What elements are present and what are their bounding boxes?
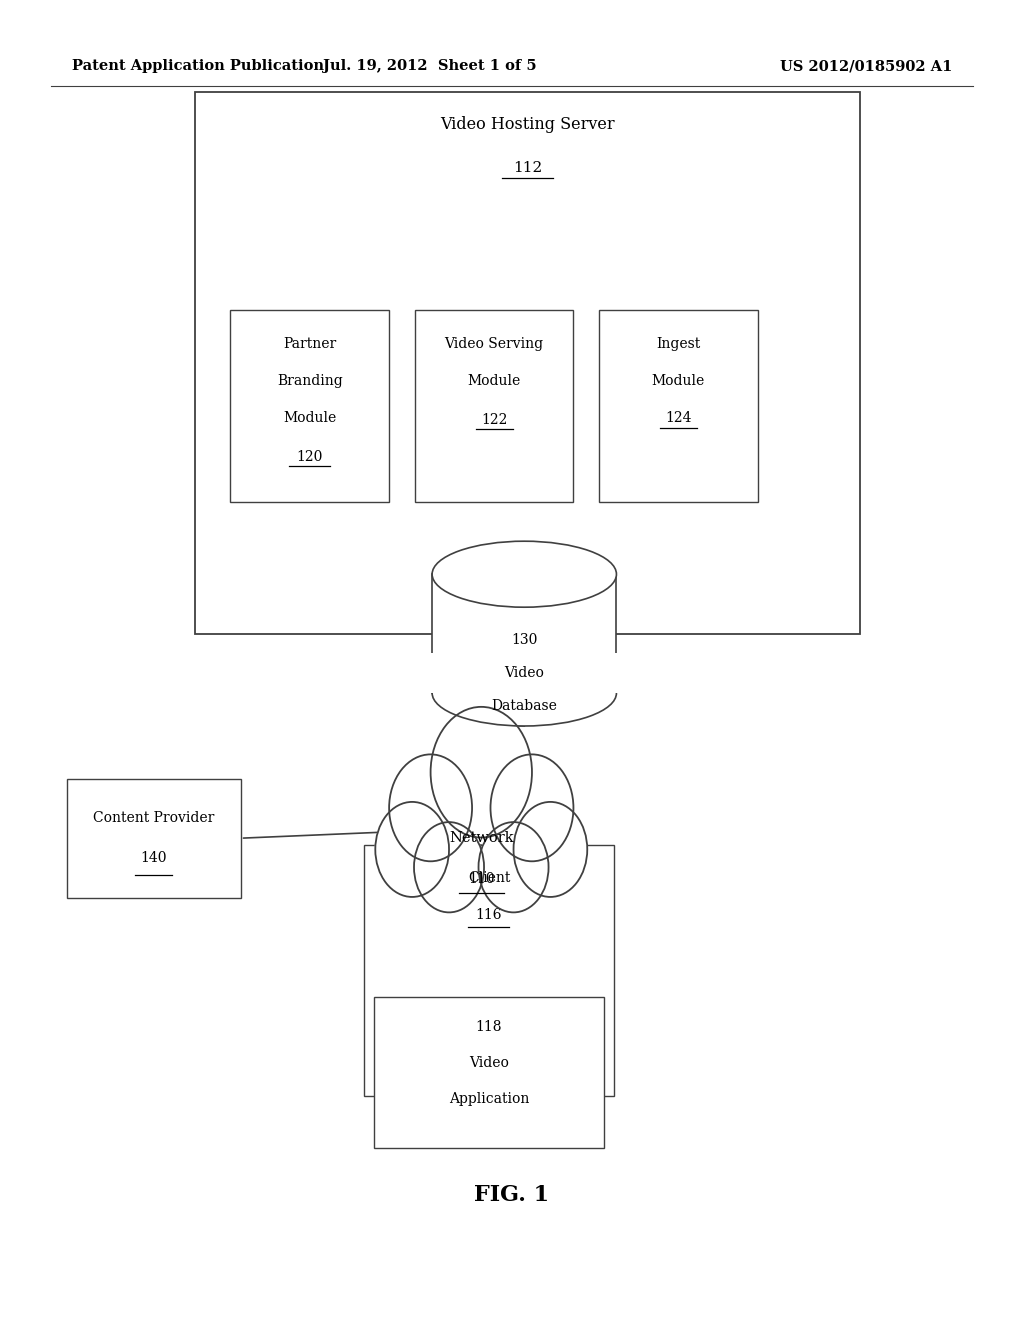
FancyBboxPatch shape <box>230 310 389 502</box>
Ellipse shape <box>432 541 616 607</box>
Text: Application: Application <box>449 1092 529 1106</box>
Text: Client: Client <box>468 871 510 886</box>
Text: Video Serving: Video Serving <box>444 337 544 351</box>
FancyBboxPatch shape <box>195 92 860 634</box>
Text: 140: 140 <box>140 851 167 865</box>
Text: 110: 110 <box>468 873 495 886</box>
Circle shape <box>490 755 573 862</box>
Text: Module: Module <box>467 374 521 388</box>
Circle shape <box>513 801 588 898</box>
Text: US 2012/0185902 A1: US 2012/0185902 A1 <box>780 59 952 74</box>
Ellipse shape <box>432 660 616 726</box>
Text: Patent Application Publication: Patent Application Publication <box>72 59 324 74</box>
Text: 122: 122 <box>481 413 507 428</box>
Circle shape <box>389 755 472 862</box>
Text: Module: Module <box>651 374 706 388</box>
Circle shape <box>478 822 549 912</box>
Text: Partner: Partner <box>283 337 337 351</box>
FancyBboxPatch shape <box>427 653 622 693</box>
Text: Video Hosting Server: Video Hosting Server <box>440 116 614 133</box>
FancyBboxPatch shape <box>415 310 573 502</box>
Text: Network: Network <box>449 830 514 845</box>
FancyBboxPatch shape <box>67 779 241 898</box>
Text: 120: 120 <box>297 450 323 465</box>
Text: FIG. 1: FIG. 1 <box>474 1184 550 1205</box>
Text: Module: Module <box>283 411 337 425</box>
Text: Content Provider: Content Provider <box>93 812 214 825</box>
Text: 116: 116 <box>476 908 502 923</box>
Text: Jul. 19, 2012  Sheet 1 of 5: Jul. 19, 2012 Sheet 1 of 5 <box>324 59 537 74</box>
Circle shape <box>375 801 449 898</box>
Text: 112: 112 <box>513 161 542 176</box>
Text: Database: Database <box>492 700 557 713</box>
Text: Video: Video <box>505 667 544 680</box>
Text: 124: 124 <box>666 411 691 425</box>
FancyBboxPatch shape <box>599 310 758 502</box>
Text: 118: 118 <box>476 1020 502 1035</box>
Text: 130: 130 <box>511 634 538 647</box>
FancyBboxPatch shape <box>374 997 604 1148</box>
Circle shape <box>430 708 532 838</box>
Text: Video: Video <box>469 1056 509 1071</box>
Text: Ingest: Ingest <box>656 337 700 351</box>
FancyBboxPatch shape <box>432 574 616 693</box>
Text: Branding: Branding <box>276 374 343 388</box>
Circle shape <box>414 822 484 912</box>
FancyBboxPatch shape <box>364 845 614 1096</box>
